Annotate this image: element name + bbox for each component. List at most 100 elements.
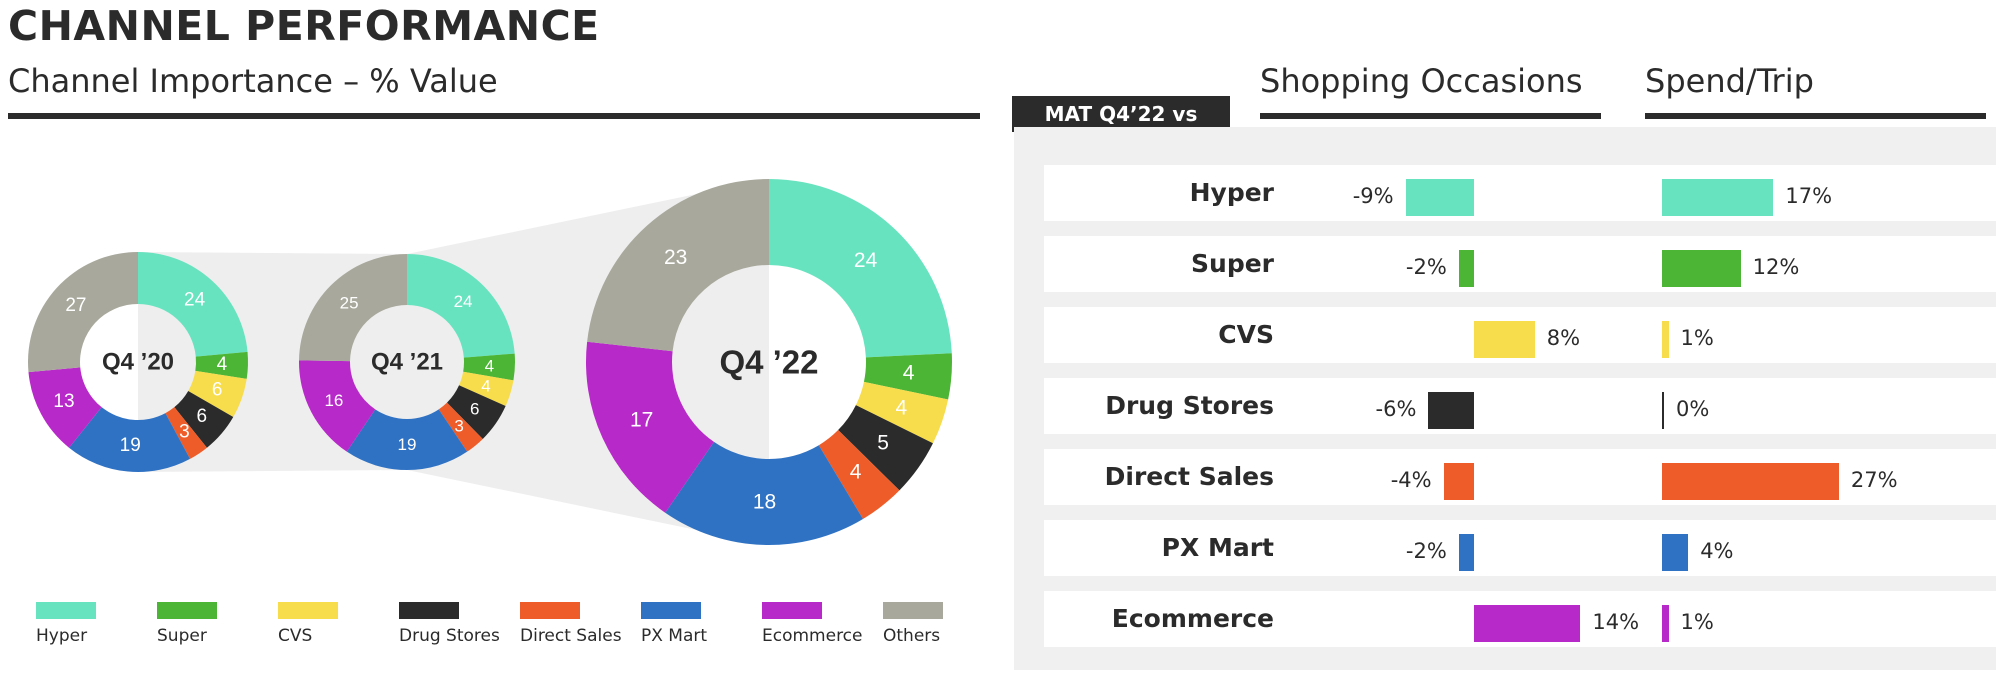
row-label: Hyper bbox=[1189, 178, 1274, 207]
spend-bar-hyper bbox=[1662, 179, 1774, 216]
occasions-value-label: -2% bbox=[1405, 539, 1447, 563]
comparison-row-drug-stores: Drug Stores -6% 0% bbox=[1044, 378, 1996, 434]
legend-swatch bbox=[157, 602, 217, 619]
spend-bar-drug-stores bbox=[1662, 392, 1664, 429]
occasions-bar-drug-stores bbox=[1428, 392, 1474, 429]
spend-heading-rule bbox=[1645, 113, 1986, 119]
donut-slice-label: 3 bbox=[179, 422, 190, 443]
donut-center-label: Q4 ’20 bbox=[102, 349, 174, 376]
occasions-bar-super bbox=[1458, 250, 1474, 287]
donut-slice-label: 24 bbox=[184, 289, 206, 310]
comparison-row-cvs: CVS 8% 1% bbox=[1044, 307, 1996, 363]
donut-slice-label: 19 bbox=[120, 435, 141, 456]
donut-slice-label: 5 bbox=[877, 432, 889, 455]
donut-slice-label: 4 bbox=[481, 377, 490, 396]
legend-label: Hyper bbox=[36, 626, 88, 646]
row-label: Direct Sales bbox=[1104, 462, 1274, 491]
donut-slice-q4-20-ecommerce bbox=[28, 367, 102, 448]
donut-slice-q4-20-super bbox=[195, 351, 248, 379]
donut-slice-label: 6 bbox=[470, 400, 479, 419]
spend-bar-px-mart bbox=[1662, 534, 1689, 571]
donut-slice-q4-21-ecommerce bbox=[299, 360, 376, 452]
legend-label: Ecommerce bbox=[762, 626, 863, 646]
occasions-bar-cvs bbox=[1474, 321, 1535, 358]
donut-slice-label: 16 bbox=[324, 391, 343, 410]
row-label: PX Mart bbox=[1161, 533, 1274, 562]
donut-slice-label: 17 bbox=[630, 409, 653, 432]
spend-bar-direct-sales bbox=[1662, 463, 1839, 500]
donut-slice-q4-22-hyper bbox=[769, 179, 952, 358]
legend-label: Direct Sales bbox=[520, 626, 622, 646]
donut-slice-q4-22-drug-stores bbox=[838, 405, 933, 491]
legend-label: Drug Stores bbox=[399, 626, 500, 646]
row-label: CVS bbox=[1218, 320, 1274, 349]
legend-swatch bbox=[520, 602, 580, 619]
donut-slice-q4-22-cvs bbox=[855, 381, 949, 444]
legend-swatch bbox=[883, 602, 943, 619]
legend-label: CVS bbox=[278, 626, 313, 646]
section-divider bbox=[8, 113, 980, 119]
donut-slice-label: 4 bbox=[903, 362, 915, 385]
comparison-row-px-mart: PX Mart -2% 4% bbox=[1044, 520, 1996, 576]
comparison-row-super: Super -2% 12% bbox=[1044, 236, 1996, 292]
occasions-heading-rule bbox=[1260, 113, 1601, 119]
donut-slice-q4-22-others bbox=[587, 179, 769, 352]
donut-slice-label: 4 bbox=[895, 396, 907, 419]
occasions-value-label: -4% bbox=[1390, 468, 1432, 492]
donut-slice-q4-21-drug-stores bbox=[446, 385, 506, 439]
row-label: Ecommerce bbox=[1111, 604, 1274, 633]
donut-slice-q4-20-drug-stores bbox=[174, 391, 234, 448]
legend-label: PX Mart bbox=[641, 626, 708, 646]
donut-slice-q4-21-cvs bbox=[459, 371, 514, 407]
donut-slice-q4-20-cvs bbox=[188, 370, 247, 417]
donut-center-label: Q4 ’21 bbox=[371, 349, 443, 376]
comparison-row-ecommerce: Ecommerce 14% 1% bbox=[1044, 591, 1996, 647]
occasions-value-label: 8% bbox=[1546, 326, 1581, 350]
spend-bar-cvs bbox=[1662, 321, 1669, 358]
legend-label: Others bbox=[883, 626, 941, 646]
donut-slice-label: 27 bbox=[65, 295, 86, 316]
donut-center-label: Q4 ’22 bbox=[719, 344, 818, 381]
donut-slice-q4-21-hyper bbox=[407, 254, 515, 358]
legend-swatch bbox=[641, 602, 701, 619]
spend-value-label: 27% bbox=[1850, 468, 1898, 492]
legend-swatch bbox=[36, 602, 96, 619]
occasions-value-label: -9% bbox=[1352, 184, 1394, 208]
row-label: Super bbox=[1191, 249, 1274, 278]
spend-bar-super bbox=[1662, 250, 1741, 287]
occasions-heading: Shopping Occasions bbox=[1260, 62, 1583, 100]
donut-slice-q4-22-ecommerce bbox=[586, 341, 714, 513]
occasions-value-label: -6% bbox=[1375, 397, 1417, 421]
donut-slice-label: 4 bbox=[850, 461, 862, 484]
donut-slice-q4-20-direct-sales bbox=[165, 407, 207, 459]
occasions-value-label: 14% bbox=[1592, 610, 1640, 634]
donut-slice-label: 6 bbox=[197, 406, 208, 427]
donut-slice-label: 23 bbox=[664, 246, 687, 269]
occasions-bar-hyper bbox=[1405, 179, 1474, 216]
donut-slice-q4-21-others bbox=[299, 254, 407, 362]
donut-slice-label: 4 bbox=[485, 356, 494, 375]
donut-slice-label: 25 bbox=[340, 294, 359, 313]
row-label: Drug Stores bbox=[1105, 391, 1274, 420]
donut-slice-label: 13 bbox=[53, 391, 74, 412]
donut-slice-q4-20-hyper bbox=[138, 252, 248, 357]
spend-value-label: 1% bbox=[1680, 326, 1714, 350]
spend-value-label: 4% bbox=[1700, 539, 1734, 563]
occasions-value-label: -2% bbox=[1405, 255, 1447, 279]
comparison-badge: MAT Q4’22 vs Q4’21 bbox=[1012, 96, 1230, 162]
donut-slice-q4-21-super bbox=[463, 353, 515, 381]
occasions-bar-ecommerce bbox=[1474, 605, 1581, 642]
legend-swatch bbox=[762, 602, 822, 619]
spend-heading: Spend/Trip bbox=[1645, 62, 1814, 100]
donut-slice-q4-20-others bbox=[27, 252, 138, 373]
donut-slice-q4-22-px-mart bbox=[665, 441, 864, 545]
donut-slice-label: 24 bbox=[454, 292, 473, 311]
donut-section-title: Channel Importance – % Value bbox=[8, 62, 498, 100]
occasions-bar-direct-sales bbox=[1443, 463, 1474, 500]
donut-slice-label: 19 bbox=[398, 435, 417, 454]
legend-swatch bbox=[399, 602, 459, 619]
donut-slice-q4-20-px-mart bbox=[69, 407, 191, 472]
donut-slice-label: 18 bbox=[753, 490, 776, 513]
spend-value-label: 12% bbox=[1752, 255, 1800, 279]
legend-swatch bbox=[278, 602, 338, 619]
